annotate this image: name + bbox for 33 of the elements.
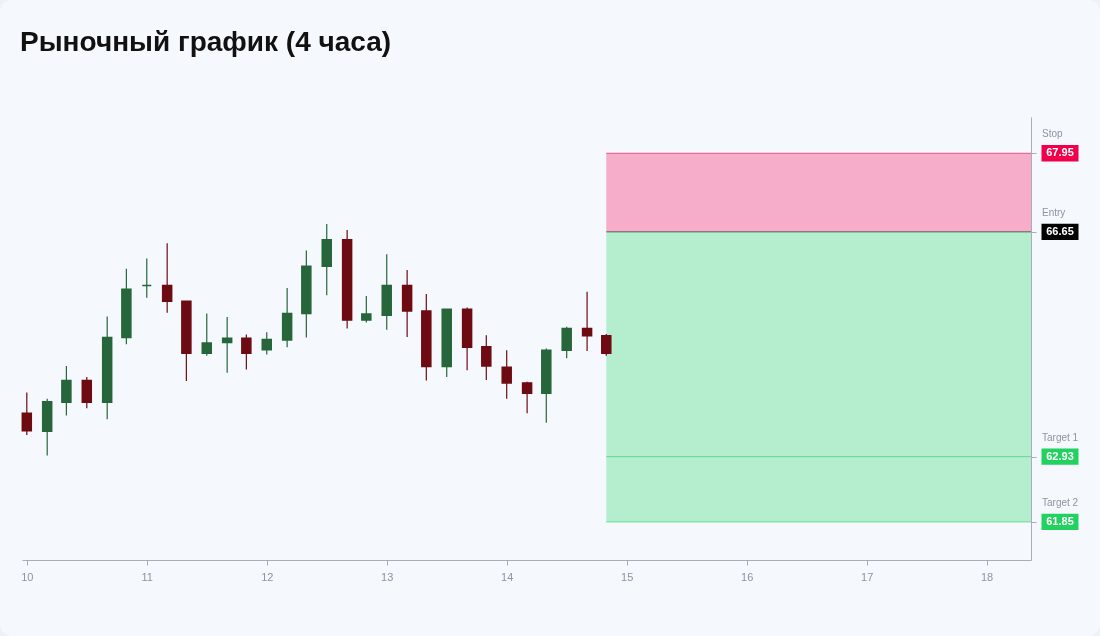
candlestick bbox=[161, 242, 173, 314]
y-tick-label: 62.93 bbox=[1046, 449, 1074, 462]
candlestick bbox=[201, 312, 213, 357]
candlestick bbox=[601, 333, 612, 357]
x-tick-label: 12 bbox=[261, 570, 274, 583]
x-tick-label: 16 bbox=[741, 570, 754, 583]
candlestick bbox=[81, 376, 93, 409]
chart-title: Рыночный график (4 часа) bbox=[20, 26, 392, 57]
x-tick-label: 11 bbox=[141, 570, 153, 583]
candlestick bbox=[221, 316, 233, 374]
ref-line-label: Stop bbox=[1042, 128, 1064, 140]
candlestick bbox=[261, 331, 272, 356]
candlestick bbox=[561, 326, 572, 359]
candlestick bbox=[501, 349, 512, 400]
y-tick-label: 66.65 bbox=[1046, 224, 1074, 237]
ref-line-label: Target 2 bbox=[1042, 496, 1079, 508]
candlestick bbox=[481, 334, 492, 381]
x-tick-label: 18 bbox=[980, 570, 994, 583]
candlestick bbox=[521, 381, 533, 414]
x-tick-label: 17 bbox=[861, 570, 874, 583]
ref-line-label: Target 1 bbox=[1042, 431, 1079, 443]
y-tick-label: 67.95 bbox=[1046, 146, 1074, 159]
ref-line-label: Entry bbox=[1042, 206, 1066, 218]
candlestick bbox=[21, 391, 33, 436]
x-tick-label: 15 bbox=[621, 570, 634, 583]
y-tick-label: 61.85 bbox=[1046, 514, 1074, 527]
candlestick bbox=[361, 295, 372, 324]
x-tick-label: 13 bbox=[381, 570, 394, 583]
x-tick-label: 14 bbox=[501, 570, 514, 583]
candlestick bbox=[241, 333, 252, 371]
candlestick bbox=[581, 291, 593, 352]
x-tick-label: 10 bbox=[21, 570, 34, 583]
candlestick bbox=[61, 365, 72, 417]
